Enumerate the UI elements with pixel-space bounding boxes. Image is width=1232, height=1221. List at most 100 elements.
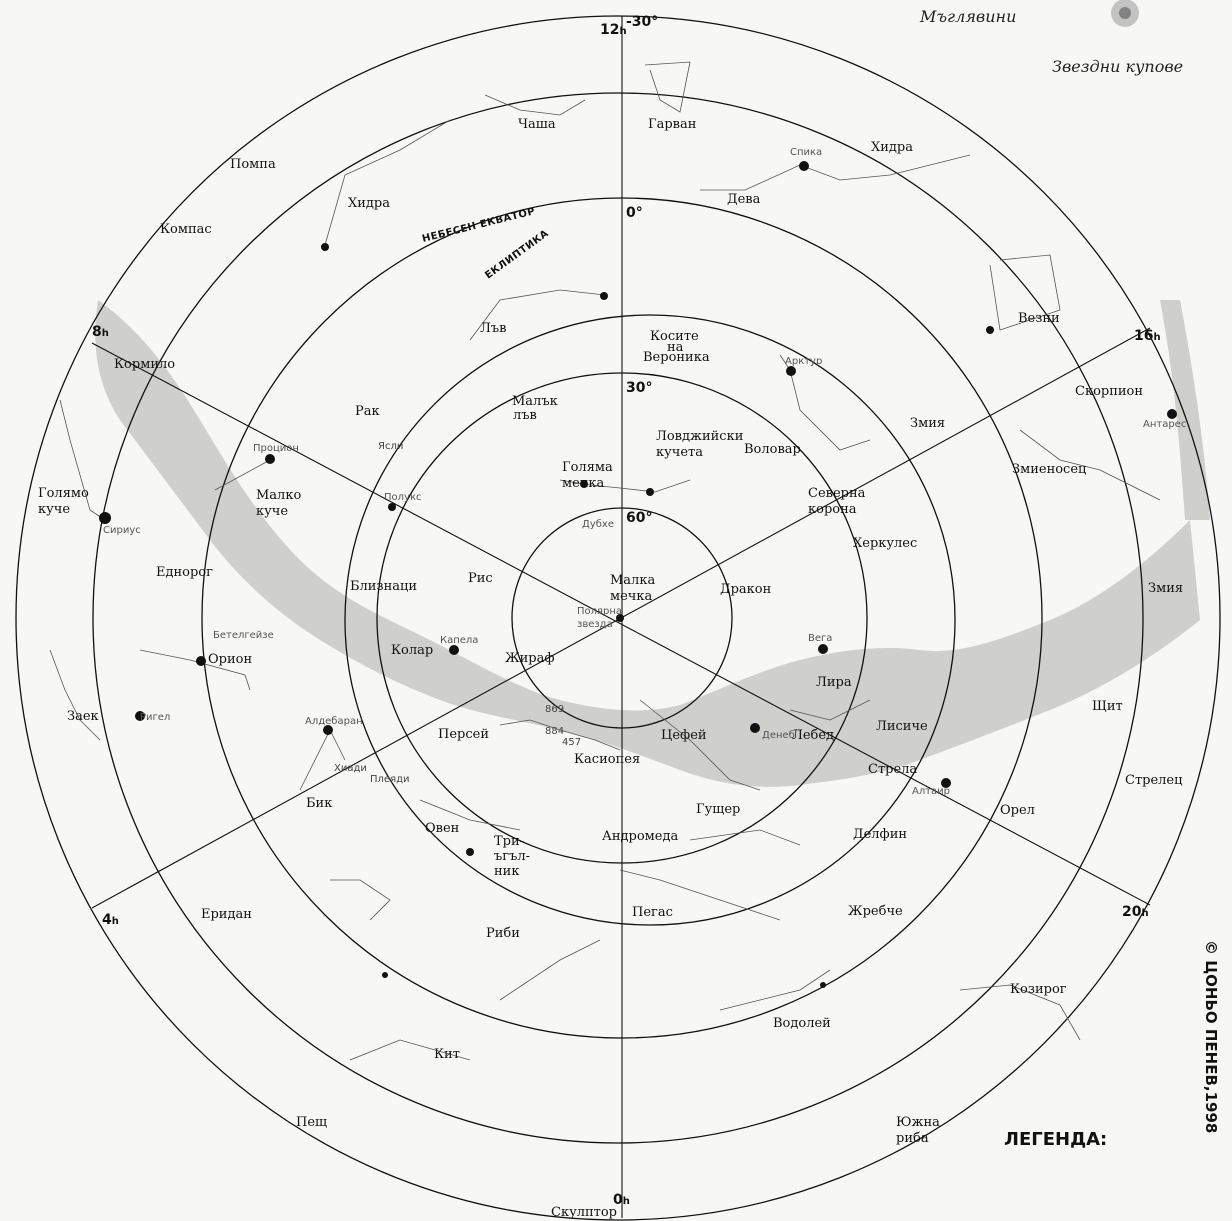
svg-text:Бик: Бик (306, 796, 332, 811)
svg-text:Касиопея: Касиопея (574, 752, 640, 767)
svg-text:Андромеда: Андромеда (602, 829, 678, 844)
svg-text:Бетелгейзе: Бетелгейзе (213, 630, 274, 641)
svg-text:Малко: Малко (256, 488, 301, 503)
svg-text:риба: риба (896, 1131, 929, 1146)
svg-text:Херкулес: Херкулес (853, 536, 917, 551)
svg-text:Змиеносец: Змиеносец (1012, 462, 1086, 477)
svg-text:Персей: Персей (438, 727, 489, 742)
svg-text:Полукс: Полукс (384, 492, 422, 503)
svg-text:16h: 16h (1134, 328, 1161, 344)
nebula-legend-icon (1111, 0, 1139, 27)
svg-text:куче: куче (38, 502, 70, 517)
horizon-circle (15, 15, 1221, 1221)
svg-text:Лъв: Лъв (480, 321, 506, 336)
nebulae-legend-label: Мъглявини (919, 7, 1016, 26)
dec-minus30-circle (92, 92, 1144, 1144)
svg-text:кучета: кучета (656, 445, 703, 460)
svg-text:Косите: Косите (650, 329, 699, 344)
svg-text:мечка: мечка (562, 476, 605, 491)
svg-text:12h: 12h (600, 22, 627, 38)
svg-text:Дева: Дева (727, 192, 761, 207)
svg-text:Кит: Кит (434, 1047, 460, 1062)
svg-text:Кормило: Кормило (114, 357, 175, 372)
svg-text:Щит: Щит (1092, 699, 1123, 714)
svg-text:Еднорог: Еднорог (156, 565, 213, 580)
svg-text:4h: 4h (102, 912, 119, 928)
svg-text:Цефей: Цефей (661, 728, 707, 743)
svg-text:Скорпион: Скорпион (1075, 384, 1143, 399)
stars (99, 161, 1177, 988)
svg-text:на: на (667, 340, 684, 355)
svg-text:60°: 60° (626, 510, 652, 526)
svg-text:Хиади: Хиади (334, 763, 367, 774)
svg-text:Близнаци: Близнаци (350, 579, 417, 594)
svg-text:Орел: Орел (1000, 803, 1035, 818)
constellation-labels: Чаша Гарван Помпа Хидра Хидра Компас Дев… (38, 117, 1183, 1220)
svg-text:-30°: -30° (626, 14, 658, 30)
svg-text:Риби: Риби (486, 926, 520, 941)
svg-text:Пегас: Пегас (632, 905, 673, 920)
svg-text:Рак: Рак (355, 404, 380, 419)
svg-text:мечка: мечка (610, 589, 653, 604)
clusters-legend-label: Звездни купове (1052, 57, 1183, 76)
svg-text:869: 869 (545, 704, 564, 715)
svg-text:Лебед: Лебед (792, 728, 834, 743)
svg-text:Полярна: Полярна (577, 606, 622, 617)
svg-text:Малка: Малка (610, 573, 655, 588)
hour-labels: 12h 8h 16h 4h 20h 0h (92, 22, 1161, 1208)
svg-text:Гарван: Гарван (648, 117, 696, 132)
svg-text:Заек: Заек (67, 709, 99, 724)
svg-text:Чаша: Чаша (518, 117, 556, 132)
svg-text:Ловджийски: Ловджийски (656, 429, 743, 444)
svg-text:30°: 30° (626, 380, 652, 396)
svg-text:Стрела: Стрела (868, 762, 917, 777)
svg-text:Помпа: Помпа (230, 157, 276, 172)
svg-text:Змия: Змия (1148, 581, 1183, 596)
svg-text:8h: 8h (92, 324, 109, 340)
star-labels: Спика Арктур Процион Антарес Полукс Сири… (103, 147, 1186, 797)
svg-text:Антарес: Антарес (1143, 419, 1186, 430)
svg-text:Процион: Процион (253, 443, 299, 454)
svg-text:0h: 0h (613, 1192, 630, 1208)
svg-text:Козирог: Козирог (1010, 982, 1067, 997)
svg-text:20h: 20h (1122, 904, 1149, 920)
svg-text:Ригел: Ригел (140, 712, 170, 723)
svg-text:Капела: Капела (440, 635, 478, 646)
svg-text:Южна: Южна (896, 1115, 940, 1130)
svg-text:Спика: Спика (790, 147, 822, 158)
svg-text:Колар: Колар (391, 643, 433, 658)
svg-text:лъв: лъв (513, 408, 537, 423)
svg-text:0°: 0° (626, 205, 643, 221)
svg-text:Жребче: Жребче (848, 904, 903, 919)
declination-labels: -30° 0° 30° 60° (626, 14, 658, 526)
svg-text:Везни: Везни (1018, 311, 1060, 326)
svg-text:ъгъл-: ъгъл- (494, 849, 530, 864)
svg-text:Стрелец: Стрелец (1125, 773, 1182, 788)
svg-text:Хидра: Хидра (871, 140, 913, 155)
svg-text:Арктур: Арктур (785, 356, 822, 367)
svg-text:Пещ: Пещ (296, 1115, 327, 1130)
svg-text:Малък: Малък (512, 394, 558, 409)
svg-text:Компас: Компас (160, 222, 212, 237)
svg-text:корона: корона (808, 502, 857, 517)
svg-text:Сириус: Сириус (103, 525, 141, 536)
svg-text:куче: куче (256, 504, 288, 519)
ecliptic-label: ЕКЛИПТИКА (483, 228, 551, 281)
svg-text:Делфин: Делфин (853, 827, 907, 842)
svg-text:Жираф: Жираф (505, 651, 555, 666)
svg-text:884: 884 (545, 726, 564, 737)
svg-text:Голямо: Голямо (38, 486, 89, 501)
svg-text:Скулптор: Скулптор (551, 1205, 617, 1220)
svg-text:Три-: Три- (494, 834, 524, 849)
milky-way-band (95, 300, 1210, 787)
svg-text:ник: ник (494, 864, 519, 879)
constellation-lines (49, 61, 1161, 1061)
cluster-labels: Ясли Хиади Плеяди 869 884 457 (334, 441, 581, 785)
svg-text:Северна: Северна (808, 486, 866, 501)
ecliptic-circle (344, 314, 956, 926)
svg-text:Рис: Рис (468, 571, 493, 586)
svg-text:Голяма: Голяма (562, 460, 613, 475)
svg-text:Лисиче: Лисиче (876, 719, 928, 734)
svg-text:Плеяди: Плеяди (370, 774, 410, 785)
legend-title: ЛЕГЕНДА: (1004, 1129, 1107, 1150)
